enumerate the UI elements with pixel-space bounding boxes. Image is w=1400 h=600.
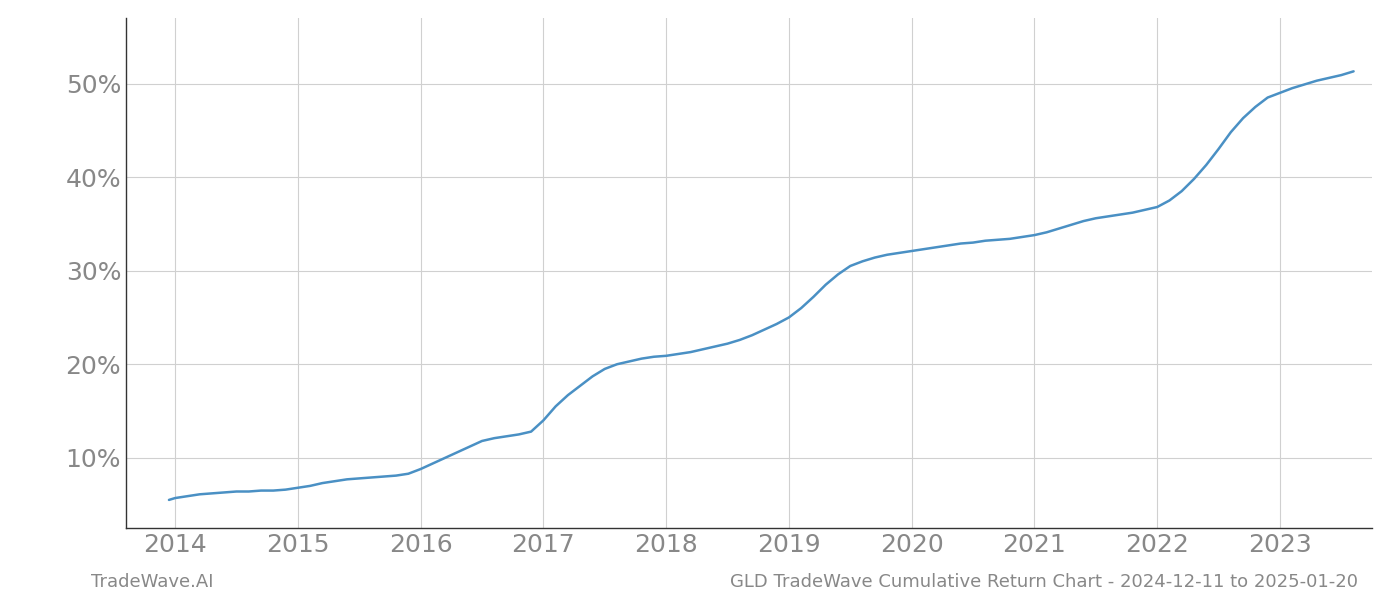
Text: TradeWave.AI: TradeWave.AI xyxy=(91,573,213,591)
Text: GLD TradeWave Cumulative Return Chart - 2024-12-11 to 2025-01-20: GLD TradeWave Cumulative Return Chart - … xyxy=(729,573,1358,591)
